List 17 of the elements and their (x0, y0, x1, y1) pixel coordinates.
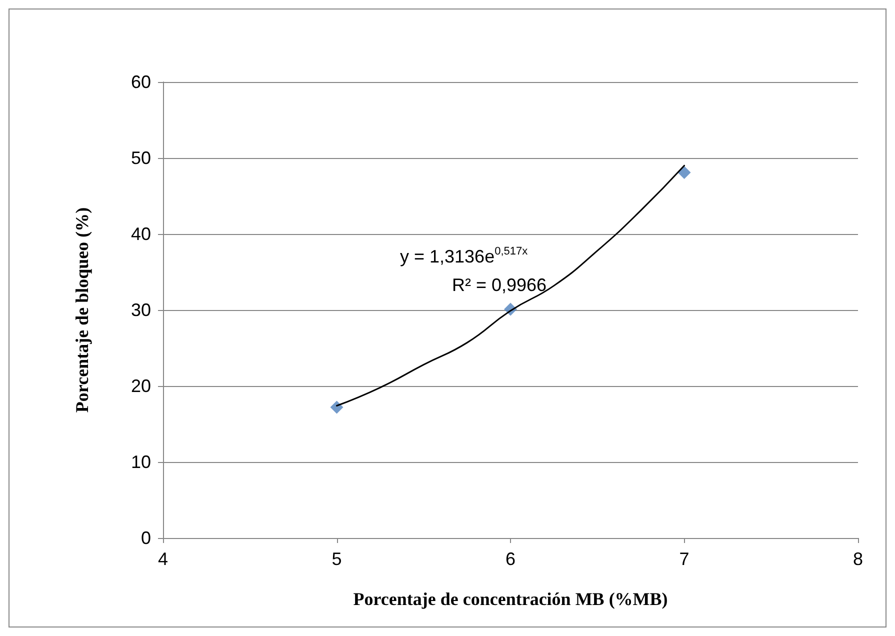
x-tick-label: 8 (852, 549, 864, 569)
x-tick-label: 5 (332, 549, 342, 569)
y-axis-title: Porcentaje de bloqueo (%) (72, 207, 92, 413)
x-tick-label: 4 (158, 549, 168, 569)
x-tick-label: 6 (505, 549, 516, 569)
y-tick-label: 10 (130, 452, 151, 472)
y-tick-label: 30 (130, 300, 151, 320)
y-tick-label: 0 (140, 528, 151, 548)
y-tick-label: 40 (130, 224, 151, 244)
y-tick-label: 20 (130, 376, 151, 396)
point (678, 166, 691, 179)
x-tick-label: 7 (679, 549, 690, 569)
y-tick-label: 50 (130, 148, 151, 168)
annotation: R² = 0,9966 (452, 275, 547, 295)
x-axis-title: Porcentaje de concentración MB (%MB) (353, 589, 668, 609)
point (330, 400, 344, 414)
y-tick-label: 60 (130, 72, 151, 92)
